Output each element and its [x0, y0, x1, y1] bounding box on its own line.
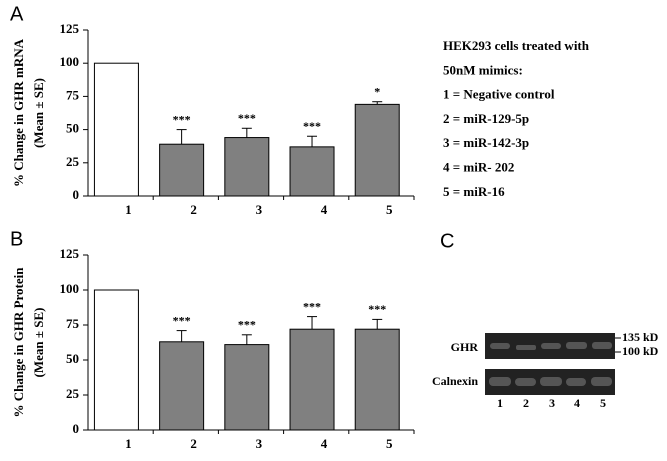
panel-label: B — [10, 228, 23, 250]
bar — [289, 328, 335, 431]
lane-label: 5 — [600, 396, 606, 410]
y-tick-label: 75 — [66, 87, 80, 102]
significance-label: *** — [303, 299, 321, 313]
bar — [93, 289, 139, 431]
band-label: GHR — [451, 340, 479, 354]
legend-note: 2 = miR-129-5p — [443, 111, 529, 126]
legend-note: 5 = miR-16 — [443, 184, 505, 199]
significance-label: *** — [238, 111, 256, 125]
significance-label: *** — [303, 119, 321, 133]
y-tick-label: 75 — [66, 316, 80, 331]
legend-note: HEK293 cells treated with — [443, 38, 590, 53]
legend-note: 50nM mimics: — [443, 62, 523, 77]
lane-label: 3 — [549, 396, 555, 410]
x-tick-label: 3 — [256, 436, 263, 451]
lane-label: 2 — [523, 396, 529, 410]
x-tick-label: 1 — [125, 202, 132, 217]
significance-label: *** — [368, 302, 386, 316]
significance-label: *** — [238, 318, 256, 332]
western-blot: C GHR Calnexin 135 kD 100 kD 1 2 3 4 5 — [432, 230, 659, 409]
x-tick-label: 1 — [125, 436, 132, 451]
legend-note: 1 = Negative control — [443, 87, 555, 102]
y-tick-label: 100 — [60, 281, 80, 296]
x-tick-label: 4 — [321, 202, 328, 217]
significance-label: *** — [173, 112, 191, 126]
lane-label: 1 — [497, 396, 503, 410]
y-tick-label: 0 — [73, 421, 80, 436]
bar — [354, 328, 400, 431]
legend-note: 3 = miR-142-3p — [443, 135, 529, 150]
y-tick-label: 25 — [66, 386, 80, 401]
band-label: Calnexin — [432, 374, 478, 388]
y-axis-label: (Mean ± SE) — [31, 308, 46, 378]
bar — [224, 137, 270, 197]
x-tick-label: 2 — [190, 436, 197, 451]
x-tick-label: 5 — [386, 436, 393, 451]
y-tick-label: 25 — [66, 154, 80, 169]
lane-label: 4 — [574, 396, 580, 410]
bar — [224, 344, 270, 431]
bar — [354, 103, 400, 197]
marker-label: 135 kD — [622, 330, 659, 344]
y-axis-label: % Change in GHR mRNA — [11, 38, 26, 187]
panel-label: C — [440, 230, 454, 252]
significance-label: * — [374, 84, 380, 98]
bar — [159, 341, 205, 431]
legend-note: 4 = miR- 202 — [443, 159, 514, 174]
panel-label: A — [10, 3, 24, 25]
bar — [93, 62, 139, 197]
significance-label: *** — [173, 313, 191, 327]
y-tick-label: 100 — [60, 54, 80, 69]
x-tick-label: 2 — [190, 202, 197, 217]
y-tick-label: 0 — [73, 187, 80, 202]
bar — [159, 143, 205, 197]
x-tick-label: 3 — [256, 202, 263, 217]
bands — [489, 342, 612, 386]
y-axis-label: % Change in GHR Protein — [11, 267, 26, 418]
y-tick-label: 125 — [60, 21, 80, 36]
y-axis-label: (Mean ± SE) — [31, 78, 46, 148]
marker-label: 100 kD — [622, 344, 659, 358]
y-tick-label: 125 — [60, 246, 80, 261]
x-tick-label: 5 — [386, 202, 393, 217]
bar — [289, 146, 335, 197]
y-tick-label: 50 — [66, 351, 79, 366]
y-tick-label: 50 — [66, 121, 79, 136]
x-tick-label: 4 — [321, 436, 328, 451]
